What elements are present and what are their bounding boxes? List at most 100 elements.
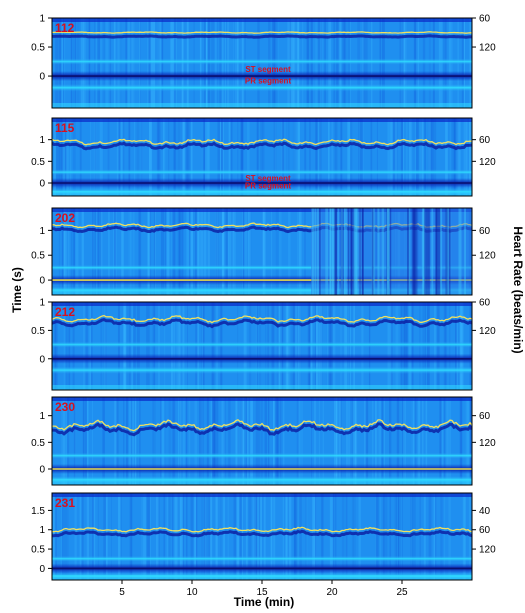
texture-stripe xyxy=(156,493,158,580)
texture-stripe xyxy=(190,208,194,295)
edge-band xyxy=(52,290,472,295)
texture-stripe xyxy=(364,397,366,485)
texture-stripe xyxy=(374,493,377,580)
texture-stripe xyxy=(141,118,143,196)
texture-stripe xyxy=(205,493,207,580)
texture-stripe xyxy=(177,118,181,196)
texture-stripe xyxy=(311,397,313,485)
texture-stripe xyxy=(186,397,188,485)
texture-stripe xyxy=(231,118,233,196)
noise-stripe xyxy=(344,208,347,295)
texture-stripe xyxy=(73,397,77,485)
texture-stripe xyxy=(87,493,90,580)
texture-stripe xyxy=(445,118,448,196)
texture-stripe xyxy=(304,118,307,196)
texture-stripe xyxy=(447,118,449,196)
texture-stripe xyxy=(397,493,401,580)
texture-stripe xyxy=(451,118,455,196)
texture-stripe xyxy=(297,118,298,196)
st-band xyxy=(52,264,472,271)
texture-stripe xyxy=(209,493,213,580)
texture-stripe xyxy=(245,493,248,580)
noise-region xyxy=(311,208,472,295)
x-tick-label: 20 xyxy=(326,587,338,598)
noise-stripe xyxy=(330,208,332,295)
texture-stripe xyxy=(430,118,433,196)
texture-stripe xyxy=(225,208,229,295)
texture-stripe xyxy=(244,208,248,295)
texture-stripe xyxy=(227,493,229,580)
texture-stripe xyxy=(86,493,89,580)
texture-stripe xyxy=(353,397,355,485)
texture-stripe xyxy=(226,208,228,295)
texture-stripe xyxy=(208,493,211,580)
texture-stripe xyxy=(67,208,70,295)
texture-stripe xyxy=(417,397,421,485)
texture-stripe xyxy=(296,397,300,485)
texture-stripe xyxy=(241,118,244,196)
left-tick-label: 0 xyxy=(39,564,45,575)
texture-stripe xyxy=(61,118,64,196)
texture-stripe xyxy=(230,118,232,196)
texture-stripe xyxy=(96,208,98,295)
texture-stripe xyxy=(86,397,89,485)
texture-stripe xyxy=(228,397,231,485)
texture-stripe xyxy=(379,493,381,580)
texture-stripe xyxy=(74,493,77,580)
texture-stripe xyxy=(179,208,181,295)
texture-stripe xyxy=(315,493,317,580)
texture-stripe xyxy=(262,208,265,295)
left-tick-label: 1 xyxy=(39,14,45,25)
texture-stripe xyxy=(176,493,180,580)
texture-stripe xyxy=(215,208,219,295)
st-band xyxy=(52,341,472,348)
texture-stripe xyxy=(190,208,193,295)
texture-stripe xyxy=(93,118,97,196)
texture-stripe xyxy=(299,208,302,295)
texture-stripe xyxy=(447,493,451,580)
noise-stripe xyxy=(381,208,385,295)
noise-stripe xyxy=(386,208,390,295)
texture-stripe xyxy=(427,118,431,196)
texture-stripe xyxy=(118,118,120,196)
noise-stripe xyxy=(362,208,364,295)
texture-stripe xyxy=(456,118,458,196)
record-label: 212 xyxy=(55,305,75,319)
texture-stripe xyxy=(71,208,73,295)
texture-stripe xyxy=(148,208,152,295)
texture-stripe xyxy=(319,118,321,196)
texture-stripe xyxy=(63,493,67,580)
right-tick-label: 120 xyxy=(479,157,496,168)
edge-band xyxy=(52,18,472,22)
texture-stripe xyxy=(61,118,64,196)
texture-stripe xyxy=(376,493,379,580)
left-axis-title: Time (s) xyxy=(10,267,24,313)
texture-stripe xyxy=(173,118,175,196)
texture-stripe xyxy=(223,397,226,485)
left-tick-label: 1 xyxy=(39,298,45,309)
texture-stripe xyxy=(295,493,299,580)
texture-stripe xyxy=(197,208,200,295)
texture-stripe xyxy=(403,118,404,196)
texture-stripe xyxy=(375,493,377,580)
edge-band xyxy=(52,103,472,108)
texture-stripe xyxy=(375,397,378,485)
texture-stripe xyxy=(207,118,210,196)
right-tick-label: 120 xyxy=(479,545,496,556)
texture-stripe xyxy=(113,208,116,295)
x-tick-label: 10 xyxy=(186,587,198,598)
left-tick-label: 0.5 xyxy=(31,43,45,54)
noise-stripe xyxy=(371,208,375,295)
noise-stripe xyxy=(333,208,336,295)
texture-stripe xyxy=(129,493,133,580)
texture-stripe xyxy=(400,118,404,196)
texture-stripe xyxy=(118,493,121,580)
texture-stripe xyxy=(247,208,251,295)
texture-stripe xyxy=(283,397,285,485)
texture-stripe xyxy=(94,208,96,295)
texture-stripe xyxy=(221,397,224,485)
noise-stripe xyxy=(361,208,364,295)
left-tick-label: 1 xyxy=(39,135,45,146)
texture-stripe xyxy=(194,397,198,485)
texture-stripe xyxy=(319,118,321,196)
